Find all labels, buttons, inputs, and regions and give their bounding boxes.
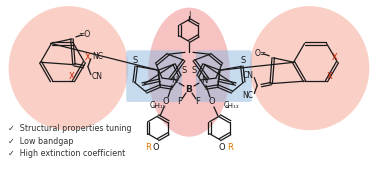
Text: N: N [201, 76, 207, 85]
Text: CN: CN [242, 71, 253, 80]
Text: O: O [218, 143, 225, 152]
Text: R: R [227, 143, 233, 152]
Text: S: S [133, 56, 138, 65]
Text: =O: =O [78, 30, 90, 39]
FancyBboxPatch shape [196, 50, 252, 102]
Text: C: C [223, 101, 228, 110]
Text: S: S [240, 56, 245, 65]
Text: O: O [209, 97, 215, 106]
Text: X: X [68, 72, 74, 81]
Text: O: O [163, 97, 169, 106]
Text: O=: O= [255, 49, 267, 58]
FancyBboxPatch shape [126, 50, 182, 102]
Ellipse shape [148, 8, 230, 137]
Text: ✓  Low bandgap: ✓ Low bandgap [8, 137, 74, 146]
Text: CN: CN [92, 72, 103, 81]
Text: ✓  Structural properties tuning: ✓ Structural properties tuning [8, 124, 132, 133]
Text: S: S [191, 66, 197, 75]
Text: X: X [85, 53, 90, 62]
Text: ₉H₁₃: ₉H₁₃ [226, 103, 240, 109]
Text: X: X [327, 72, 332, 81]
Text: |: | [188, 11, 190, 18]
Text: NC: NC [92, 52, 103, 61]
Text: F: F [178, 97, 183, 106]
Text: N: N [171, 76, 177, 85]
Text: NC: NC [242, 91, 253, 100]
Text: B: B [186, 85, 192, 94]
Text: ✓  High extinction coefficient: ✓ High extinction coefficient [8, 149, 125, 158]
Text: ₉H₁₉: ₉H₁₉ [152, 103, 166, 109]
Text: S: S [181, 66, 187, 75]
Text: F: F [195, 97, 200, 106]
Text: O: O [153, 143, 160, 152]
Text: X: X [332, 53, 337, 62]
Text: C: C [150, 101, 155, 110]
Text: R: R [145, 143, 151, 152]
Ellipse shape [250, 6, 369, 130]
Ellipse shape [9, 6, 128, 130]
